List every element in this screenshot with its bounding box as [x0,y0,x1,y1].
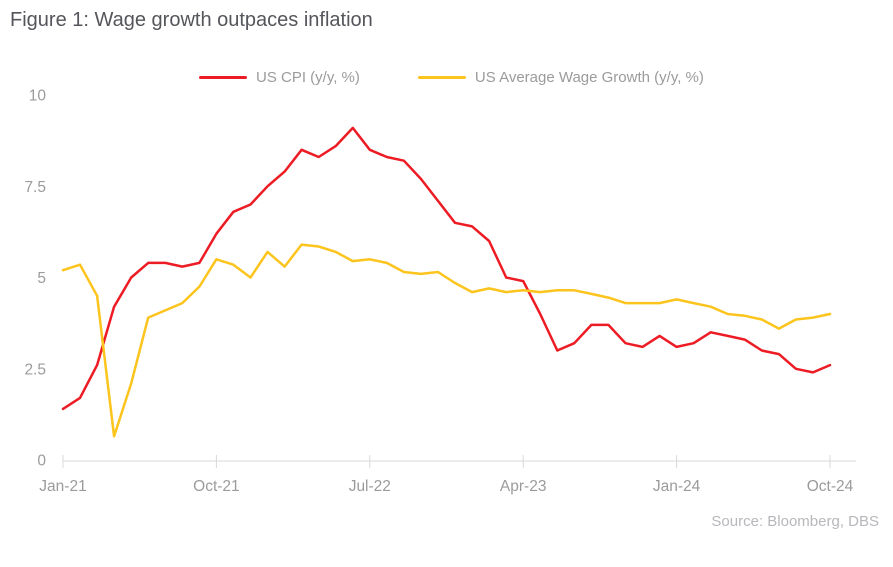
wage-line-swatch [417,76,466,79]
y-axis-label: 10 [29,88,47,105]
source-note: Source: Bloomberg, DBS [711,513,879,530]
x-axis-label: Jan-21 [39,478,86,495]
y-axis-label: 7.5 [24,179,46,196]
y-axis-label: 0 [37,453,46,470]
x-axis-label: Jan-24 [653,478,701,495]
x-axis-label: Oct-21 [193,478,240,495]
cpi-line [61,126,832,411]
x-axis-label: Oct-24 [807,478,854,495]
legend-item-cpi: US CPI (y/y, %) [199,69,360,86]
legend-label-cpi: US CPI (y/y, %) [256,69,360,86]
y-axis-label: 2.5 [24,361,46,378]
y-axis-label: 5 [37,270,46,287]
chart-legend: US CPI (y/y, %) US Average Wage Growth (… [199,69,704,86]
x-axis-label: Apr-23 [500,478,547,495]
wage-line [61,243,832,438]
cpi-line-swatch [199,76,247,79]
legend-item-wage: US Average Wage Growth (y/y, %) [417,69,704,86]
chart-title: Figure 1: Wage growth outpaces inflation [10,9,373,31]
legend-label-wage: US Average Wage Growth (y/y, %) [474,69,704,86]
x-axis-label: Jul-22 [349,478,391,495]
